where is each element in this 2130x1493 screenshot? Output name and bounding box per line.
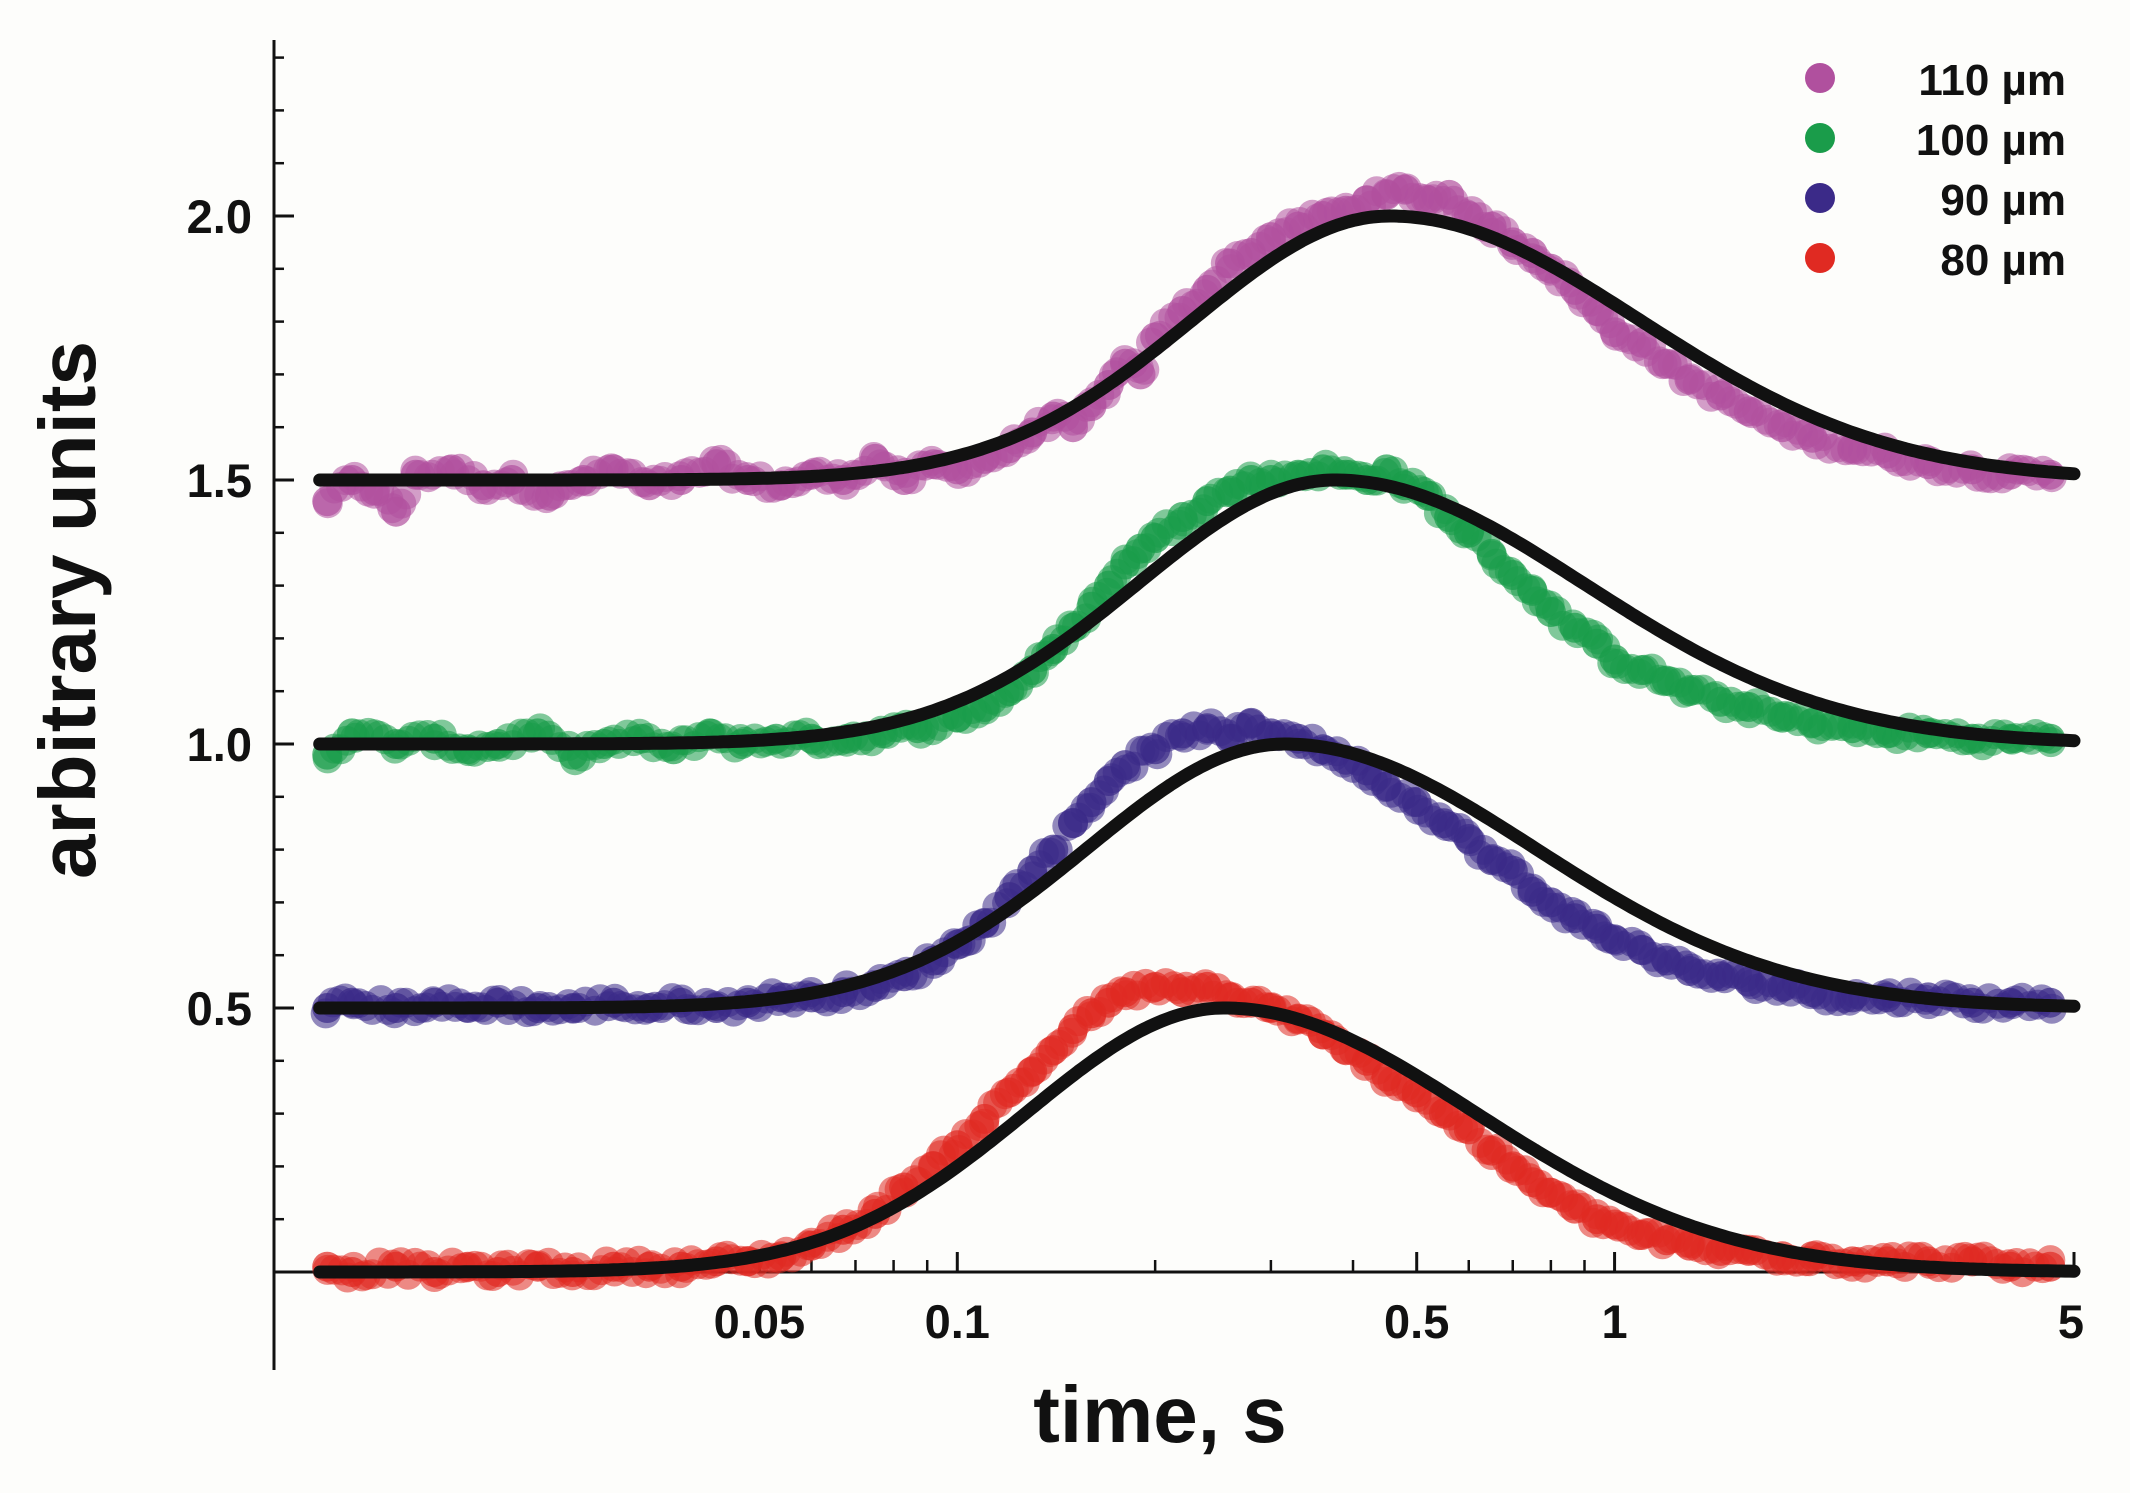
data-point <box>1255 222 1286 253</box>
data-point <box>1428 808 1459 839</box>
data-point <box>1167 977 1198 1008</box>
data-point <box>1535 1177 1566 1208</box>
data-point <box>1599 317 1630 348</box>
data-point <box>1058 808 1088 839</box>
data-point <box>1733 966 1764 997</box>
data-point <box>1371 771 1402 802</box>
legend-label: 80 µm <box>1940 236 2066 285</box>
data-point <box>1733 692 1764 722</box>
data-point <box>1140 971 1171 1002</box>
data-point <box>1626 934 1657 965</box>
legend-label: 110 µm <box>1918 56 2066 105</box>
data-point <box>1110 750 1141 781</box>
legend-marker <box>1805 183 1835 213</box>
data-point <box>1192 713 1223 744</box>
y-tick-label: 0.5 <box>187 982 252 1035</box>
data-point <box>1651 945 1682 976</box>
fit-curve <box>313 209 2081 487</box>
legend-marker <box>1805 63 1835 93</box>
data-point <box>1140 734 1171 765</box>
data-point <box>1674 956 1705 986</box>
data-point <box>1559 612 1590 643</box>
data-point <box>1626 327 1657 358</box>
fit-curve <box>313 1001 2081 1279</box>
x-axis-title: time, s <box>1033 1370 1286 1459</box>
fit-curve <box>313 737 2081 1015</box>
data-point <box>1535 597 1566 627</box>
x-tick-label: 5 <box>2058 1295 2084 1348</box>
x-tick-label: 1 <box>1602 1295 1628 1348</box>
data-point <box>1733 396 1764 427</box>
y-tick-label: 1.5 <box>187 454 252 507</box>
data-point <box>1058 412 1088 443</box>
data-point <box>534 480 565 511</box>
data-point <box>1017 1056 1048 1087</box>
data-point <box>1110 977 1141 1008</box>
tick-labels: 0.5 1.0 1.5 2.0 0.05 0.1 0.5 1 5 <box>187 190 2084 1348</box>
legend-label: 90 µm <box>1940 176 2066 225</box>
data-point <box>1626 655 1657 686</box>
data-point <box>381 496 411 527</box>
data-point <box>1390 174 1421 205</box>
fit-curves <box>313 209 2081 1279</box>
data-point <box>1651 665 1682 696</box>
legend-marker <box>1805 123 1835 153</box>
data-point <box>1497 855 1528 886</box>
y-axis-title: arbitrary units <box>23 341 112 879</box>
data-point <box>1651 1225 1682 1256</box>
data-point <box>1476 538 1507 569</box>
data-point <box>1626 1220 1657 1250</box>
data-point <box>1705 686 1736 717</box>
data-point <box>1674 364 1705 395</box>
data-point <box>1599 644 1630 675</box>
legend: 110 µm 100 µm 90 µm 80 µm <box>1805 56 2066 285</box>
data-point <box>1767 702 1798 733</box>
data-point <box>1599 924 1630 955</box>
data-point <box>942 1130 973 1161</box>
data-point <box>1453 824 1484 854</box>
data-point <box>1167 502 1198 532</box>
y-tick-label: 2.0 <box>187 190 252 243</box>
data-point <box>1038 834 1069 865</box>
data-point <box>1140 523 1171 554</box>
data-point <box>312 486 343 517</box>
y-tick-label: 1.0 <box>187 718 252 771</box>
data-point <box>1401 787 1432 818</box>
data-point <box>1453 1114 1484 1145</box>
data-point <box>1797 422 1828 453</box>
data-point <box>1535 887 1566 918</box>
data-point <box>1038 1035 1069 1066</box>
data-point <box>1599 1209 1630 1240</box>
scatter-points <box>310 171 2067 1293</box>
data-point <box>1767 412 1798 443</box>
x-tick-label: 0.1 <box>925 1295 990 1348</box>
fit-curve <box>313 473 2081 751</box>
data-point <box>1476 1135 1507 1166</box>
data-point <box>1674 676 1705 707</box>
data-point <box>1428 1098 1459 1129</box>
data-point <box>1651 348 1682 379</box>
data-point <box>1192 971 1223 1002</box>
legend-marker <box>1805 243 1835 273</box>
data-point <box>994 1077 1025 1108</box>
data-point <box>1076 787 1107 818</box>
data-point <box>1167 718 1198 749</box>
x-tick-label: 0.05 <box>714 1295 805 1348</box>
data-point <box>1674 1230 1705 1261</box>
x-tick-label: 0.5 <box>1384 1295 1449 1348</box>
data-point <box>1797 707 1828 738</box>
data-point <box>1517 575 1548 606</box>
data-point <box>1434 179 1465 210</box>
data-point <box>1705 961 1736 992</box>
data-point <box>701 449 732 480</box>
data-point <box>1192 486 1223 517</box>
data-point <box>1705 380 1736 411</box>
legend-label: 100 µm <box>1916 116 2066 165</box>
data-point <box>969 1103 1000 1134</box>
